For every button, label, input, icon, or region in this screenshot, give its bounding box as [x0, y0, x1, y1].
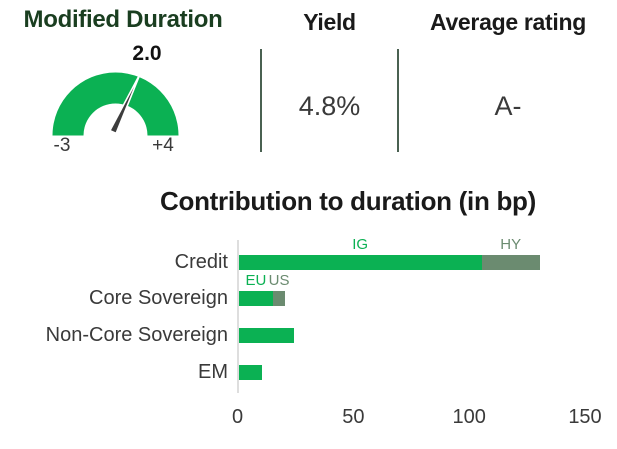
kpi-title-modified-duration: Modified Duration [23, 6, 223, 33]
bar-segment-eu [238, 291, 274, 306]
bar-segment-non-core-sovereign [238, 328, 295, 343]
bar-segment-hy [481, 255, 540, 270]
bar-segment-us [273, 291, 285, 306]
chart-title: Contribution to duration (in bp) [160, 186, 536, 216]
gauge-value-label: 2.0 [132, 42, 162, 65]
kpi-value-average-rating: A- [494, 91, 522, 121]
kpi-title-average-rating: Average rating [429, 9, 586, 35]
x-axis-tick-0: 0 [231, 406, 244, 428]
gauge-needle-icon [109, 72, 142, 135]
category-label-credit: Credit [174, 251, 228, 273]
gauge-arc [52, 72, 179, 136]
x-axis-tick-100: 100 [452, 406, 486, 428]
chart-y-axis-line [236, 240, 239, 393]
gauge-max-label: +4 [152, 135, 174, 156]
kpi-title-yield: Yield [303, 9, 356, 35]
bar-segment-em [238, 365, 262, 380]
segment-label-us: US [268, 272, 290, 289]
category-label-em: EM [198, 361, 228, 383]
segment-label-ig: IG [352, 236, 369, 253]
vertical-divider [260, 49, 262, 152]
duration-gauge [52, 72, 179, 136]
segment-label-eu: EU [245, 272, 267, 289]
vertical-divider [397, 49, 399, 152]
x-axis-tick-50: 50 [342, 406, 365, 428]
gauge-min-label: -3 [53, 135, 71, 156]
x-axis-tick-150: 150 [568, 406, 602, 428]
segment-label-hy: HY [500, 236, 522, 253]
category-label-non-core-sovereign: Non-Core Sovereign [45, 324, 228, 346]
kpi-value-yield: 4.8% [298, 91, 361, 121]
category-label-core-sovereign: Core Sovereign [89, 287, 228, 309]
bar-segment-ig [238, 255, 482, 270]
